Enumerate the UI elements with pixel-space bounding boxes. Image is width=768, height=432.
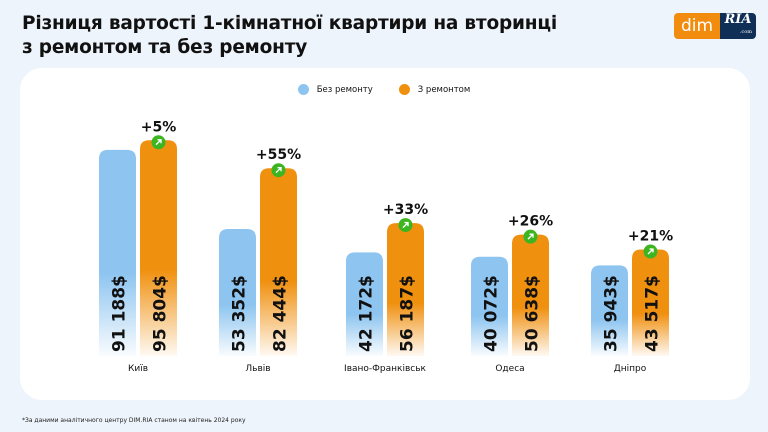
category-label: Київ — [128, 364, 148, 374]
percent-annotation: +26% — [508, 214, 553, 230]
percent-annotation: +5% — [141, 119, 177, 135]
bar-value-label: 82 444$ — [271, 275, 291, 352]
chart-title: Різниця вартості 1-кімнатної квартири на… — [22, 12, 557, 60]
bar-with-renovation — [512, 234, 549, 356]
legend-swatch — [398, 84, 410, 95]
bar-value-label: 56 187$ — [398, 275, 418, 352]
legend: Без ремонту З ремонтом — [0, 84, 768, 95]
footnote: *За даними аналітичного центру DIM.RIA с… — [22, 417, 246, 424]
bar-value-label: 95 804$ — [151, 275, 171, 352]
category-label: Львів — [245, 364, 270, 374]
bar-value-label: 40 072$ — [482, 275, 502, 352]
category-label: Івано-Франківськ — [344, 364, 426, 374]
dimria-logo: dim RIA .com — [674, 13, 756, 39]
percent-annotation: +55% — [256, 147, 301, 163]
legend-swatch — [297, 84, 309, 95]
category-label: Дніпро — [614, 364, 647, 374]
bar-without-renovation — [591, 265, 628, 356]
title-line-1: Різниця вартості 1-кімнатної квартири на… — [22, 13, 558, 34]
bar-with-renovation — [387, 223, 424, 356]
legend-item-with: З ремонтом — [398, 84, 470, 95]
bar-with-renovation — [260, 168, 297, 356]
category-label: Одеса — [495, 364, 524, 374]
bar-value-label: 43 517$ — [643, 275, 663, 352]
bar-without-renovation — [219, 228, 256, 356]
logo-dim: dim — [674, 13, 720, 39]
bar-value-label: 42 172$ — [357, 275, 377, 352]
bar-with-renovation — [140, 140, 177, 356]
bar-value-label: 53 352$ — [230, 275, 250, 352]
title-line-2: з ремонтом та без ремонту — [22, 37, 308, 58]
percent-annotation: +33% — [383, 202, 428, 218]
logo-ria: RIA .com — [720, 13, 756, 39]
bar-without-renovation — [471, 256, 508, 356]
percent-annotation: +21% — [628, 229, 673, 245]
bar-without-renovation — [346, 252, 383, 356]
bar-without-renovation — [99, 149, 136, 356]
bar-with-renovation — [632, 249, 669, 356]
legend-item-without: Без ремонту — [297, 84, 373, 95]
bar-value-label: 35 943$ — [602, 275, 622, 352]
bar-value-label: 50 638$ — [523, 275, 543, 352]
bar-value-label: 91 188$ — [110, 275, 130, 352]
